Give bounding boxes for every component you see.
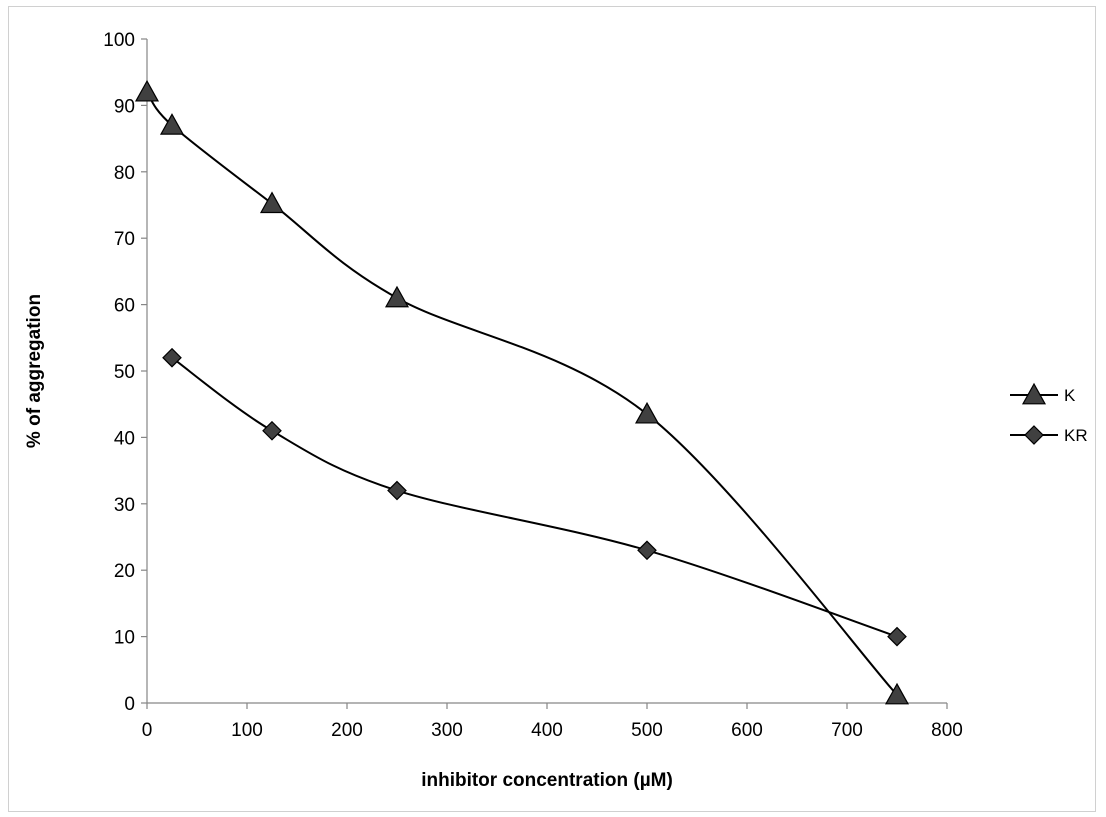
legend-item: KR [1010, 425, 1088, 445]
legend-marker [1021, 382, 1047, 405]
x-tick-label: 600 [731, 720, 763, 741]
series-line [146, 91, 898, 696]
data-point [259, 191, 285, 214]
x-tick-label: 200 [331, 720, 363, 741]
x-tick-label: 400 [531, 720, 563, 741]
y-tick-label: 20 [114, 561, 135, 582]
x-tick-label: 500 [631, 720, 663, 741]
data-point [159, 113, 185, 135]
x-tick-label: 700 [831, 720, 863, 741]
y-tick-label: 0 [124, 694, 135, 715]
series-line [171, 356, 898, 638]
data-point [384, 285, 410, 308]
axes [146, 39, 947, 704]
y-tick-label: 70 [114, 229, 135, 250]
y-tick-label: 100 [103, 30, 135, 51]
y-axis-ticks: 0 10 20 30 40 50 60 70 80 90 100 [103, 30, 147, 715]
y-tick-label: 50 [114, 362, 135, 383]
legend-label: KR [1064, 426, 1088, 445]
x-tick-label: 100 [231, 720, 263, 741]
x-tick-label: 800 [931, 720, 963, 741]
chart-area [8, 6, 1096, 812]
data-point [262, 420, 282, 441]
y-axis-title: % of aggregation [24, 294, 45, 448]
series-layer [134, 79, 910, 705]
legend-item: K [1010, 382, 1076, 405]
data-point [884, 682, 910, 705]
data-point [134, 79, 160, 102]
y-tick-label: 10 [114, 628, 135, 649]
x-axis-title: inhibitor concentration (µM) [421, 770, 673, 791]
y-tick-label: 90 [114, 96, 135, 117]
x-axis-ticks: 0 100 200 300 400 500 600 700 800 [142, 703, 963, 741]
data-point [162, 347, 182, 368]
data-point [637, 540, 657, 561]
y-tick-label: 40 [114, 428, 135, 449]
series-k [134, 79, 910, 705]
data-point [634, 401, 660, 424]
x-tick-label: 0 [142, 720, 153, 741]
y-tick-label: 30 [114, 495, 135, 516]
legend-marker [1024, 425, 1044, 445]
x-tick-label: 300 [431, 720, 463, 741]
data-point [887, 626, 907, 647]
data-point [387, 480, 407, 501]
y-tick-label: 80 [114, 163, 135, 184]
series-kr [162, 347, 907, 647]
y-tick-label: 60 [114, 296, 135, 317]
legend: K KR [1010, 382, 1088, 445]
legend-label: K [1064, 386, 1076, 405]
